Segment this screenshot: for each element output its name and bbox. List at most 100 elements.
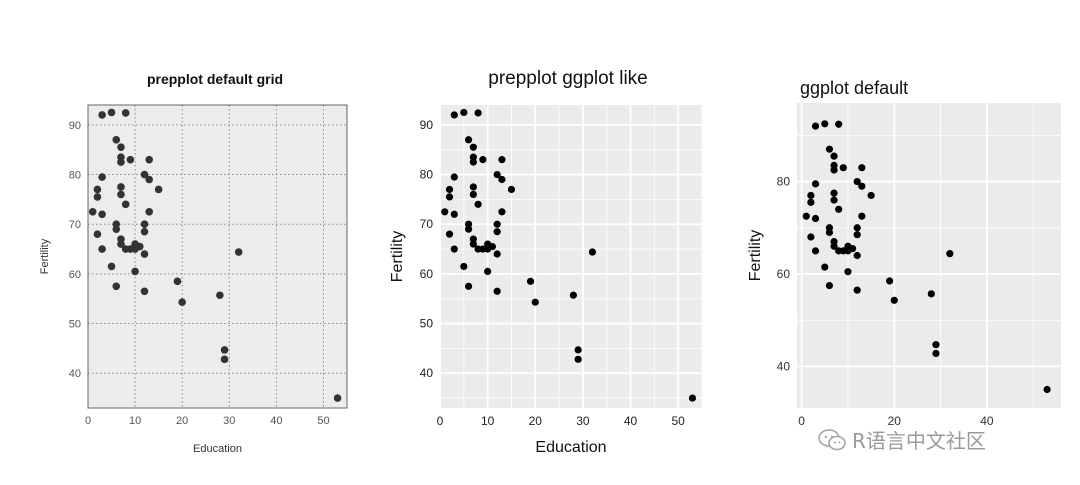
data-point xyxy=(830,166,838,174)
data-point xyxy=(825,228,834,236)
x-tick-label: 10 xyxy=(129,415,141,427)
data-point xyxy=(112,135,121,144)
data-point xyxy=(178,298,186,306)
data-point xyxy=(469,183,477,191)
x-tick-label: 0 xyxy=(798,414,805,428)
data-point xyxy=(821,120,829,128)
data-point xyxy=(932,341,940,349)
data-point xyxy=(145,155,154,164)
chart-panel-1: 0 10 20 30 40 50 40 50 60 70 80 90 prepplot default … xyxy=(39,71,348,455)
data-point xyxy=(848,244,857,253)
data-point xyxy=(117,143,125,152)
chart-panel-2: 0 10 20 30 40 50 40 50 60 70 80 90 prepplot ggplot l… xyxy=(389,68,703,456)
y-tick-label: 60 xyxy=(777,267,791,281)
watermark-text: R语言中文社区 xyxy=(852,429,986,453)
data-point xyxy=(946,250,954,258)
data-point xyxy=(140,287,149,296)
data-point xyxy=(450,111,458,119)
data-point xyxy=(469,153,477,161)
data-point xyxy=(93,185,102,194)
data-point xyxy=(126,155,135,164)
data-point xyxy=(140,250,149,258)
data-point xyxy=(98,210,106,219)
x-tick-label: 40 xyxy=(980,414,994,428)
y-tick-label: 50 xyxy=(420,317,434,331)
data-point xyxy=(140,170,149,179)
data-point xyxy=(145,207,154,216)
data-point xyxy=(117,240,125,248)
plot-background xyxy=(797,103,1061,408)
data-point xyxy=(441,208,449,216)
data-point xyxy=(853,177,861,186)
data-point xyxy=(825,281,834,290)
data-point xyxy=(811,180,820,188)
data-point xyxy=(445,193,454,201)
data-point xyxy=(807,191,815,200)
x-tick-label: 50 xyxy=(317,415,329,427)
data-point xyxy=(507,185,516,194)
data-point xyxy=(493,250,501,258)
data-point xyxy=(216,291,224,300)
plot-frame xyxy=(87,104,348,409)
data-point xyxy=(853,224,861,232)
data-point xyxy=(445,185,454,194)
data-point xyxy=(464,282,473,290)
x-tick-label: 40 xyxy=(624,414,638,428)
data-point xyxy=(807,233,815,241)
data-point xyxy=(802,212,810,220)
data-point xyxy=(136,242,144,251)
wechat-icon xyxy=(818,428,846,450)
data-point xyxy=(469,143,477,151)
data-point xyxy=(117,190,125,199)
data-point xyxy=(98,173,106,181)
data-point xyxy=(121,200,130,209)
data-point xyxy=(853,251,861,260)
data-point xyxy=(498,175,506,184)
data-point xyxy=(493,228,501,236)
data-point xyxy=(479,156,487,164)
data-point xyxy=(460,262,468,271)
data-point xyxy=(493,170,501,179)
data-point xyxy=(469,158,477,166)
data-point xyxy=(93,193,102,201)
data-point xyxy=(825,145,834,153)
data-point xyxy=(886,277,894,285)
x-axis-label: Education xyxy=(535,439,606,456)
watermark: R语言中文社区 xyxy=(818,425,986,454)
data-point xyxy=(498,156,506,164)
x-axis-label: Education xyxy=(193,443,242,455)
data-point xyxy=(484,267,492,276)
data-point xyxy=(830,189,838,197)
plot-background xyxy=(88,105,347,408)
x-tick-label: 40 xyxy=(270,415,282,427)
data-point xyxy=(574,355,582,363)
y-tick-label: 90 xyxy=(69,120,81,132)
data-point xyxy=(839,164,847,172)
data-point xyxy=(858,212,866,220)
y-tick-label: 70 xyxy=(420,217,434,231)
data-point xyxy=(835,205,843,213)
data-point xyxy=(932,349,940,358)
data-point xyxy=(220,355,229,364)
data-point xyxy=(140,227,149,236)
y-tick-label: 60 xyxy=(420,267,434,281)
data-point xyxy=(830,196,838,204)
data-point xyxy=(464,220,473,228)
x-tick-label: 10 xyxy=(481,414,495,428)
y-tick-label: 70 xyxy=(69,219,81,231)
y-tick-label: 80 xyxy=(777,175,791,189)
data-point xyxy=(811,214,820,223)
data-point xyxy=(469,190,477,199)
data-point xyxy=(1043,385,1051,394)
data-point xyxy=(474,200,482,208)
data-point xyxy=(107,262,116,271)
data-point xyxy=(117,183,125,191)
data-point xyxy=(464,136,473,144)
data-point xyxy=(853,286,861,294)
data-point xyxy=(445,230,454,238)
data-point xyxy=(821,263,829,271)
y-tick-label: 80 xyxy=(69,170,81,182)
data-point xyxy=(493,287,501,295)
data-point xyxy=(469,240,477,248)
